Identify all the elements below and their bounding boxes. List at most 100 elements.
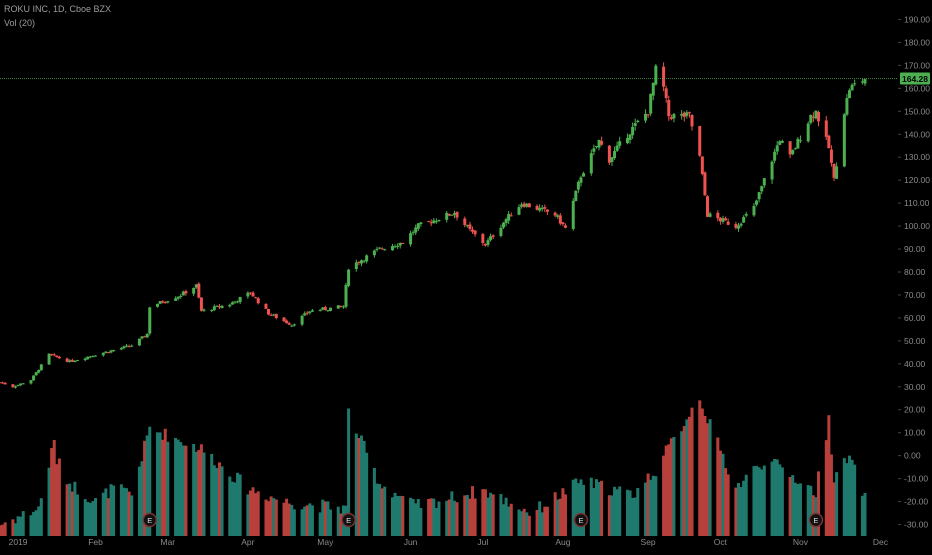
price-tick-label: 70.00 <box>904 290 926 300</box>
candle-body <box>215 305 219 307</box>
candle-body <box>143 336 147 338</box>
volume-bar <box>705 423 709 536</box>
volume-bar <box>607 495 611 536</box>
volume-bar <box>362 440 366 536</box>
candle-body <box>543 207 547 209</box>
volume-bar <box>70 491 74 536</box>
volume-bar <box>597 482 601 536</box>
volume-bar <box>246 494 250 536</box>
volume-bar <box>468 498 472 536</box>
price-tick-label: 20.00 <box>904 405 926 415</box>
volume-bar <box>553 492 557 536</box>
candle-body <box>716 212 720 219</box>
candle-body <box>233 301 237 303</box>
candle-body <box>775 145 779 152</box>
candle-body <box>829 149 833 163</box>
volume-bar <box>517 509 521 536</box>
candle-body <box>860 81 864 83</box>
volume-bar <box>499 494 503 536</box>
candle-body <box>489 236 493 241</box>
volume-bar <box>390 497 394 536</box>
volume-bar <box>592 488 596 536</box>
volume-bar <box>817 471 821 536</box>
earnings-marker-label: E <box>147 516 152 525</box>
volume-bar <box>192 444 196 536</box>
volume-bar <box>685 419 689 536</box>
candle-body <box>101 352 105 356</box>
candle-body <box>845 97 849 115</box>
volume-bar <box>507 506 511 536</box>
volume-bar <box>228 476 232 536</box>
price-tick-label: 170.00 <box>904 60 930 70</box>
volume-bar <box>197 449 201 536</box>
candle-body <box>429 222 433 224</box>
candle-body <box>520 204 524 207</box>
candle-body <box>137 338 141 346</box>
candle-body <box>16 384 20 386</box>
volume-bar <box>556 499 560 536</box>
candle-body <box>52 354 56 356</box>
candle-body <box>398 242 402 246</box>
volume-bar <box>824 440 828 536</box>
candle-body <box>125 345 129 347</box>
candle-body <box>290 325 294 327</box>
candle-body <box>282 317 286 322</box>
candle-body <box>158 301 162 304</box>
candle-body <box>274 314 278 319</box>
candle-body <box>88 356 92 358</box>
time-tick-label: Nov <box>793 537 809 547</box>
candle-body <box>698 126 702 156</box>
price-tick-label: 110.00 <box>904 198 930 208</box>
volume-bar <box>775 459 779 536</box>
volume-bar <box>264 499 268 536</box>
candle-body <box>452 213 456 215</box>
candle-body <box>499 227 503 236</box>
candle-body <box>238 296 242 303</box>
volume-bar <box>39 498 43 536</box>
volume-bar <box>137 466 141 536</box>
volume-bar <box>310 505 314 536</box>
candle-body <box>55 355 59 358</box>
candle-body <box>703 172 707 196</box>
candle-body <box>625 138 629 144</box>
candle-body <box>37 369 41 373</box>
candle-body <box>582 173 586 177</box>
volume-bar <box>582 484 586 536</box>
candle-body <box>83 358 87 361</box>
candle-body <box>798 140 802 142</box>
volume-bar <box>88 502 92 536</box>
candle-body <box>631 126 635 136</box>
volume-bar <box>687 416 691 536</box>
candle-body <box>339 305 343 307</box>
volume-bar <box>339 513 343 536</box>
volume-bar <box>447 499 451 536</box>
volume-bar <box>57 458 61 536</box>
volume-bar <box>19 516 23 536</box>
volume-bar <box>329 509 333 536</box>
volume-bar <box>91 501 95 536</box>
candle-body <box>538 207 542 211</box>
candle-body <box>166 301 170 303</box>
candle-body <box>109 350 113 353</box>
candle-body <box>372 250 376 256</box>
candle-body <box>375 248 379 250</box>
last-price-label: 164.28 <box>902 74 928 84</box>
candle-body <box>672 114 676 119</box>
candle-body <box>179 296 183 298</box>
volume-bar <box>452 500 456 536</box>
volume-bar <box>300 509 304 536</box>
candle-body <box>378 247 382 249</box>
volume-bar <box>502 504 506 536</box>
price-tick-label: 90.00 <box>904 244 926 254</box>
volume-bar <box>318 512 322 536</box>
candle-body <box>793 148 797 150</box>
volume-bar <box>429 498 433 536</box>
candle-body <box>827 135 831 149</box>
candle-body <box>3 382 7 385</box>
candle-body <box>163 302 167 304</box>
candle-body <box>434 221 438 223</box>
volume-bar <box>272 498 276 536</box>
candle-body <box>427 221 431 223</box>
